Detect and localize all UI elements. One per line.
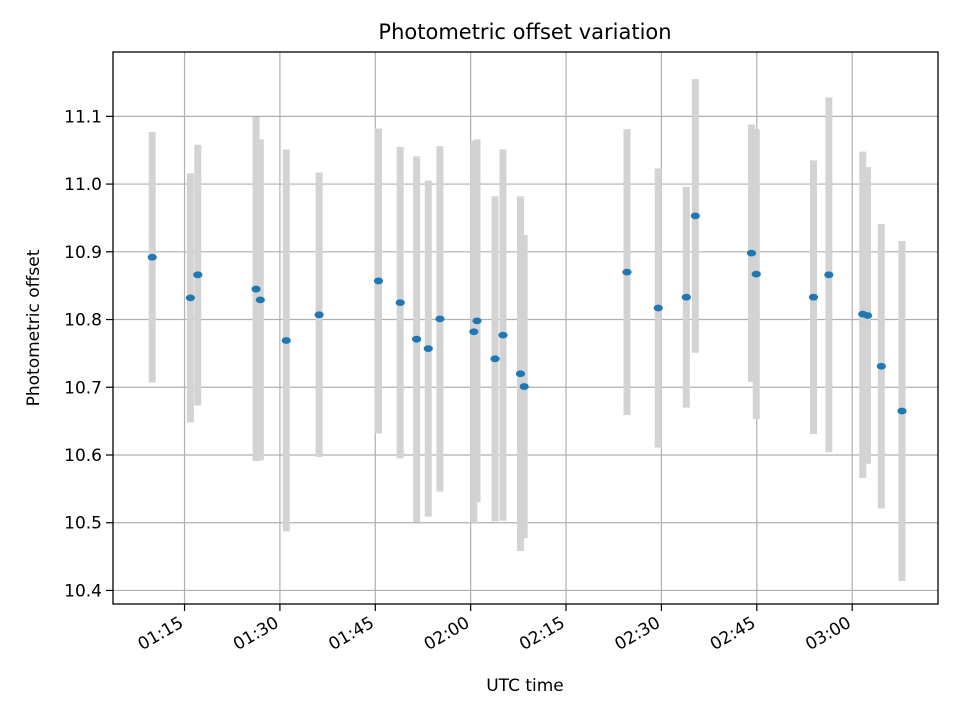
data-point xyxy=(519,383,529,390)
data-point xyxy=(897,407,907,415)
data-point xyxy=(515,370,526,378)
data-point xyxy=(808,293,819,301)
y-tick-label: 10.9 xyxy=(64,243,102,263)
data-point xyxy=(862,312,873,319)
y-tick-label: 10.6 xyxy=(64,446,102,466)
y-axis-label: Photometric offset xyxy=(24,249,44,406)
data-point xyxy=(490,355,500,363)
data-points xyxy=(147,212,907,415)
data-point xyxy=(281,337,291,344)
y-tick-label: 10.4 xyxy=(64,581,102,601)
data-point xyxy=(255,296,265,304)
y-tick-label: 11.0 xyxy=(64,175,102,195)
data-point xyxy=(469,328,479,336)
y-tick-label: 11.1 xyxy=(64,107,102,127)
y-axis: 10.4 10.5 10.6 10.7 10.8 10.9 11.0 11.1 xyxy=(64,107,113,601)
data-point xyxy=(681,293,691,301)
data-point xyxy=(373,277,384,285)
data-point xyxy=(147,253,157,261)
y-tick-label: 10.8 xyxy=(64,311,102,331)
data-point xyxy=(498,331,508,339)
data-point xyxy=(412,335,422,343)
data-point xyxy=(824,271,834,279)
data-point xyxy=(622,268,632,276)
data-point xyxy=(876,362,886,370)
chart-title: Photometric offset variation xyxy=(378,20,671,44)
data-point xyxy=(395,299,405,307)
data-point xyxy=(690,212,700,220)
data-point xyxy=(193,271,203,279)
data-point xyxy=(472,317,482,325)
data-point xyxy=(653,304,663,312)
x-axis-label: UTC time xyxy=(486,676,564,696)
data-point xyxy=(185,294,195,302)
data-point xyxy=(423,345,433,353)
data-point xyxy=(751,270,761,278)
data-point xyxy=(746,249,757,257)
data-point xyxy=(314,311,324,319)
data-point xyxy=(435,315,445,323)
data-point xyxy=(251,285,261,293)
y-tick-label: 10.5 xyxy=(64,514,102,534)
plot-frame xyxy=(112,51,939,605)
y-tick-label: 10.7 xyxy=(64,378,102,398)
